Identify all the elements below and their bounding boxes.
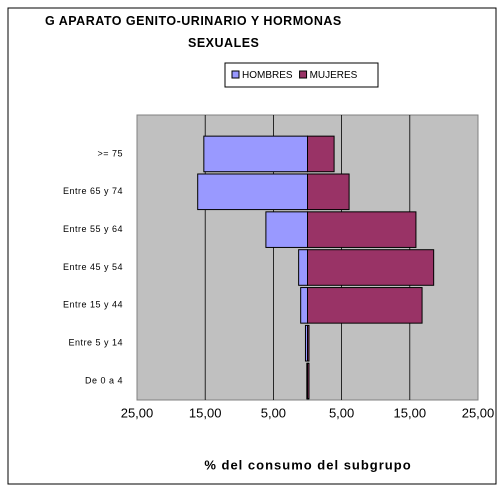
legend-label: MUJERES — [310, 70, 358, 81]
y-tick-label: Entre 45 y 54 — [63, 262, 123, 272]
bar — [307, 173, 350, 211]
x-tick-label: 15,00 — [189, 405, 222, 420]
x-tick-label: 25,00 — [121, 405, 154, 420]
bar — [300, 287, 308, 324]
y-tick-label: Entre 5 y 14 — [68, 338, 123, 348]
bar — [307, 135, 335, 173]
bar — [203, 135, 308, 173]
y-tick-label: Entre 55 y 64 — [63, 224, 123, 234]
x-axis-title: % del consumo del subgrupo — [204, 457, 411, 472]
x-tick-label: 25,00 — [462, 405, 495, 420]
bar — [307, 362, 310, 400]
bar — [197, 173, 308, 211]
bar — [307, 249, 435, 286]
legend-swatch — [231, 70, 240, 79]
x-tick-label: 15,00 — [394, 405, 427, 420]
y-tick-label: Entre 65 y 74 — [63, 186, 123, 196]
chart-title: G APARATO GENITO-URINARIO Y HORMONAS SEXU… — [45, 14, 342, 50]
bar — [265, 211, 309, 248]
bar — [307, 324, 310, 362]
legend-swatch — [299, 70, 308, 79]
y-tick-label: De 0 a 4 — [85, 375, 123, 385]
bar — [307, 211, 417, 248]
y-tick-label: >= 75 — [97, 148, 123, 158]
bar — [298, 249, 309, 286]
x-tick-label: 5,00 — [261, 405, 286, 420]
bar — [307, 287, 423, 324]
x-tick-label: 5,00 — [329, 405, 354, 420]
y-tick-label: Entre 15 y 44 — [63, 300, 123, 310]
legend-label: HOMBRES — [242, 70, 293, 81]
